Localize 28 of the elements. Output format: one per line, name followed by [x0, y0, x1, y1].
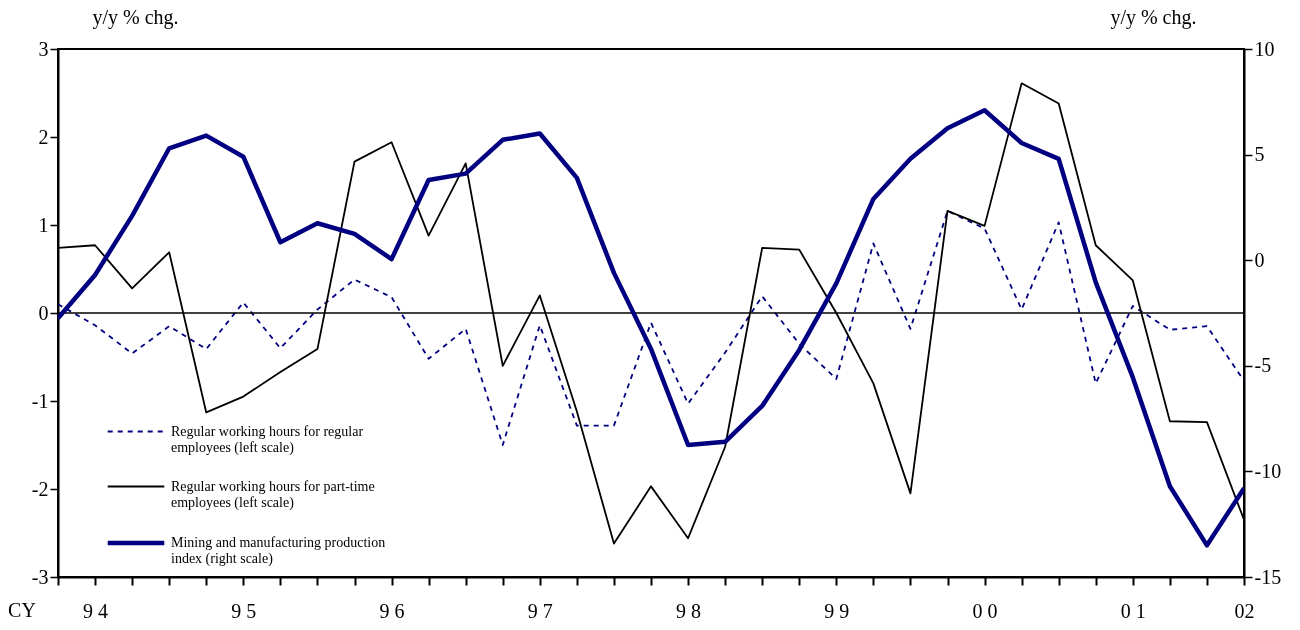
x-tick-label: 9 7 [527, 599, 553, 622]
x-tick-label: 9 8 [676, 599, 702, 622]
y-tick-label: -3 [31, 565, 49, 588]
y2-tick-label: 5 [1254, 143, 1265, 166]
text: CY [8, 599, 36, 621]
legend-label: Regular working hours for regular employees (left scale) [171, 423, 364, 456]
y2-tick-label: -5 [1254, 354, 1272, 377]
x-tick-label: 0 0 [972, 599, 998, 622]
x-tick-label: 02 [1234, 599, 1255, 622]
y-tick-label: 1 [38, 213, 49, 236]
y2-tick-label: 10 [1254, 37, 1275, 60]
y2-tick-label: -10 [1254, 459, 1282, 482]
y2-tick-label: -15 [1254, 565, 1282, 588]
x-tick-label: 0 1 [1120, 599, 1146, 622]
y-tick-label: 0 [38, 301, 49, 324]
legend-label: Regular working hours for part-time employees (left scale) [171, 478, 375, 511]
x-tick-label: 9 5 [231, 599, 257, 622]
x-tick-label: 9 9 [824, 599, 850, 622]
x-tick-label: 9 6 [379, 599, 405, 622]
y-axis-title: y/y % chg. [92, 5, 179, 29]
y-tick-label: 2 [38, 125, 49, 148]
x-tick-label: 9 4 [83, 599, 109, 622]
y-tick-label: -2 [31, 477, 49, 500]
y2-axis-title: y/y % chg. [1110, 5, 1197, 29]
y-tick-label: 3 [38, 37, 49, 60]
legend-label: Mining and manufacturing production index (right scale) [171, 535, 386, 567]
y2-tick-label: 0 [1254, 248, 1265, 271]
y-tick-label: -1 [31, 389, 49, 412]
